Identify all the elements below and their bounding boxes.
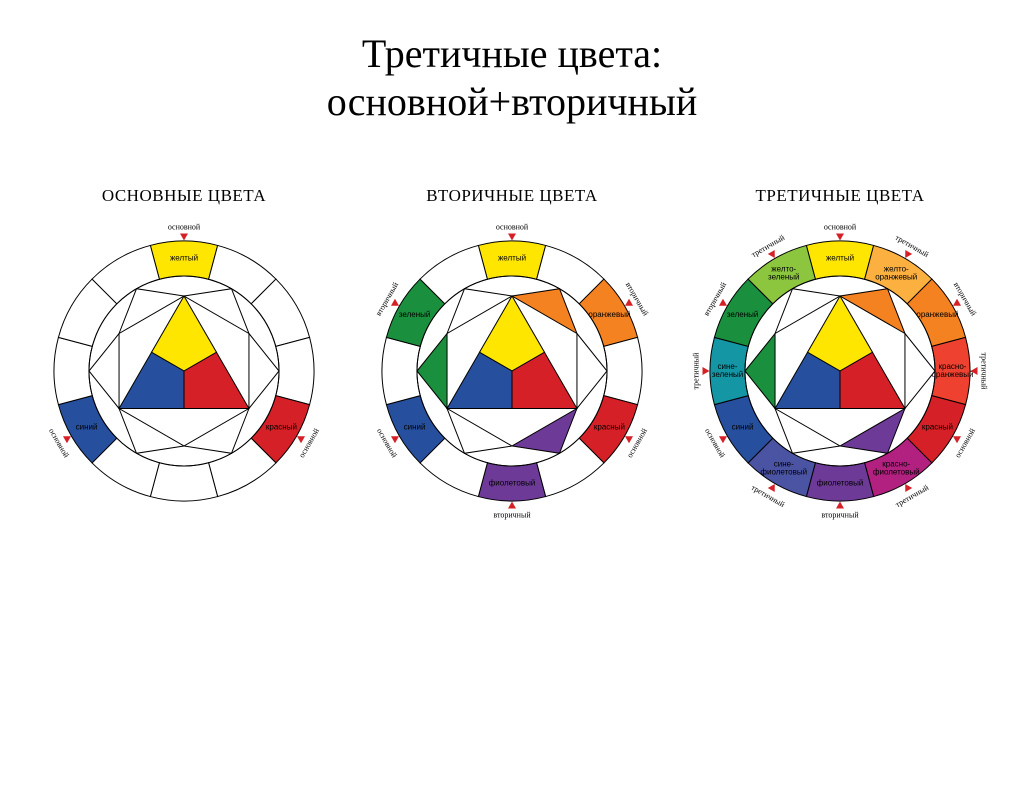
outer-label: третичный xyxy=(980,353,989,390)
segment-label: зеленый xyxy=(768,273,800,282)
title-line-2: основной+вторичный xyxy=(327,79,697,124)
segment-label: оранжевый xyxy=(875,273,917,282)
hex-triangle xyxy=(745,334,775,409)
hex-triangle xyxy=(447,409,512,454)
segment-label: красный xyxy=(594,422,625,431)
ring-segment xyxy=(150,463,217,501)
segment-label: оранжевый xyxy=(931,370,973,379)
panel-primary: ОСНОВНЫЕ ЦВЕТА желтый красный синий основной… xyxy=(24,186,344,521)
arrow-icon xyxy=(836,502,844,509)
hex-triangle xyxy=(417,334,447,409)
hex-triangle xyxy=(119,409,184,454)
hex-triangle xyxy=(512,409,577,454)
hex-triangle xyxy=(775,409,840,454)
outer-label: вторичный xyxy=(493,511,530,520)
segment-label: желтый xyxy=(170,254,198,263)
hex-triangle xyxy=(249,334,279,409)
segment-label: зеленый xyxy=(712,370,744,379)
segment-label: желтый xyxy=(498,254,526,263)
hex-triangle xyxy=(184,409,249,454)
segment-label: красный xyxy=(922,422,953,431)
segment-label: зеленый xyxy=(727,310,759,319)
ring-segment xyxy=(604,337,642,404)
panel-title: ОСНОВНЫЕ ЦВЕТА xyxy=(102,186,266,206)
segment-label: фиолетовый xyxy=(817,479,864,488)
segment-label: фиолетовый xyxy=(760,468,807,477)
hex-triangle xyxy=(905,334,935,409)
outer-label: основной xyxy=(168,223,200,232)
panel-title: ВТОРИЧНЫЕ ЦВЕТА xyxy=(426,186,597,206)
page-title: Третичные цвета: основной+вторичный xyxy=(0,30,1024,126)
panel-secondary: ВТОРИЧНЫЕ ЦВЕТА желтый оранжевый красный фио… xyxy=(352,186,672,521)
hex-triangle xyxy=(840,409,905,454)
arrow-icon xyxy=(508,502,516,509)
segment-label: желтый xyxy=(826,254,854,263)
outer-label: третичный xyxy=(692,353,701,390)
title-line-1: Третичные цвета: xyxy=(362,31,662,76)
color-wheel: желтыйжелто-оранжевыйоранжевыйкрасно-ора… xyxy=(690,221,990,521)
ring-segment xyxy=(54,337,92,404)
segment-label: оранжевый xyxy=(588,310,630,319)
panel-title: ТРЕТИЧНЫЕ ЦВЕТА xyxy=(756,186,925,206)
arrow-icon xyxy=(836,234,844,241)
hex-triangle xyxy=(89,334,119,409)
ring-segment xyxy=(276,337,314,404)
outer-label: вторичный xyxy=(821,511,858,520)
arrow-icon xyxy=(971,367,978,375)
arrow-icon xyxy=(508,234,516,241)
arrow-icon xyxy=(703,367,710,375)
color-wheel: желтыйкрасныйсинийосновнойосновнойосновн… xyxy=(34,221,334,521)
segment-label: зеленый xyxy=(399,310,431,319)
segment-label: фиолетовый xyxy=(873,468,920,477)
panels-row: ОСНОВНЫЕ ЦВЕТА желтый красный синий основной… xyxy=(0,186,1024,521)
segment-label: красный xyxy=(266,422,297,431)
hex-triangle xyxy=(577,334,607,409)
panel-tertiary: ТРЕТИЧНЫЕ ЦВЕТАжелтыйжелто-оранжевыйоран… xyxy=(680,186,1000,521)
segment-label: синий xyxy=(732,422,754,431)
segment-label: синий xyxy=(404,422,426,431)
segment-label: фиолетовый xyxy=(489,479,536,488)
color-wheel: желтый оранжевый красный фиолетовый синий зел… xyxy=(362,221,662,521)
segment-label: синий xyxy=(76,422,98,431)
segment-label: оранжевый xyxy=(916,310,958,319)
outer-label: основной xyxy=(496,223,528,232)
outer-label: основной xyxy=(824,223,856,232)
arrow-icon xyxy=(180,234,188,241)
ring-segment xyxy=(382,337,420,404)
